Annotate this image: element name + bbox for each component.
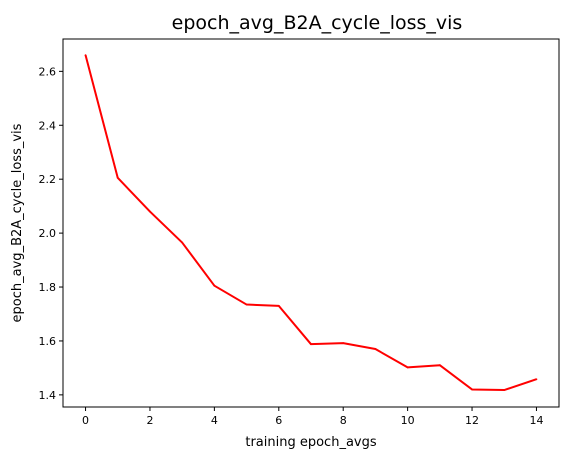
data-point	[245, 303, 248, 306]
data-point	[406, 366, 409, 369]
y-tick-label: 1.4	[39, 389, 57, 402]
data-point	[213, 284, 216, 287]
data-point	[149, 210, 151, 213]
series-line	[84, 54, 537, 392]
data-point	[374, 348, 377, 350]
x-tick-label: 0	[82, 414, 89, 427]
y-tick-label: 2.0	[39, 227, 57, 240]
x-tick-label: 2	[146, 414, 153, 427]
y-tick-label: 1.8	[39, 281, 57, 294]
data-point	[84, 54, 87, 57]
chart-title: epoch_avg_B2A_cycle_loss_vis	[172, 12, 463, 34]
x-tick-label: 6	[275, 414, 282, 427]
y-tick-label: 1.6	[39, 335, 57, 348]
x-tick-label: 10	[401, 414, 415, 427]
data-point	[503, 389, 506, 391]
y-tick-label: 2.6	[39, 65, 57, 78]
data-point	[342, 342, 345, 345]
y-tick-label: 2.2	[39, 173, 57, 186]
data-point	[181, 241, 184, 244]
y-axis-label: epoch_avg_B2A_cycle_loss_vis	[10, 123, 25, 322]
y-tick-label: 2.4	[39, 119, 57, 132]
data-point	[438, 364, 441, 367]
x-tick-label: 4	[211, 414, 218, 427]
x-tick-label: 8	[340, 414, 347, 427]
data-point	[471, 388, 473, 391]
data-point	[535, 378, 538, 381]
plot-layer	[84, 54, 538, 392]
data-point	[310, 343, 312, 346]
x-tick-label: 14	[529, 414, 543, 427]
x-axis-label: training epoch_avgs	[245, 435, 376, 450]
plot-frame	[62, 38, 560, 408]
x-tick-label: 12	[465, 414, 479, 427]
data-point	[277, 305, 280, 307]
data-point	[116, 176, 119, 179]
x-axis: 0 2 4 6 8 10 12 14	[82, 407, 543, 427]
y-axis: 1.4 1.6 1.8 2.0 2.2 2.4 2.6	[39, 65, 63, 402]
